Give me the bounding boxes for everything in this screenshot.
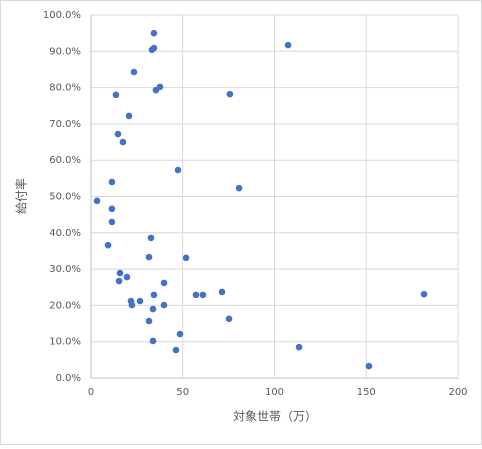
point [160, 279, 168, 287]
point [235, 184, 243, 192]
point [152, 86, 160, 94]
x-tick-label: 100 [265, 387, 284, 398]
point [218, 288, 226, 296]
point [295, 343, 303, 351]
point [125, 112, 133, 120]
point [174, 166, 182, 174]
point [150, 44, 158, 52]
y-tick-label: 30.0% [49, 264, 81, 275]
y-tick-label: 0.0% [56, 373, 81, 384]
point [225, 315, 233, 323]
point [116, 269, 124, 277]
point [130, 68, 138, 76]
y-tick-label: 60.0% [49, 155, 81, 166]
point [226, 90, 234, 98]
point [93, 197, 101, 205]
y-axis-title: 給付率 [14, 178, 29, 214]
point [160, 301, 168, 309]
point [420, 290, 428, 298]
point [150, 29, 158, 37]
point [147, 234, 155, 242]
point [114, 130, 122, 138]
point [108, 205, 116, 213]
y-tick-label: 70.0% [49, 119, 81, 130]
point [104, 241, 112, 249]
y-tick-label: 50.0% [49, 192, 81, 203]
y-tick-label: 10.0% [49, 337, 81, 348]
y-tick-label: 80.0% [49, 83, 81, 94]
point [108, 218, 116, 226]
point [150, 291, 158, 299]
point [182, 254, 190, 262]
x-axis-title: 対象世帯（万） [233, 410, 317, 424]
y-tick-label: 90.0% [49, 46, 81, 57]
x-tick-label: 50 [176, 387, 189, 398]
point [199, 291, 207, 299]
point [365, 362, 373, 370]
y-tick-label: 40.0% [49, 228, 81, 239]
y-tick-label: 20.0% [49, 300, 81, 311]
point [149, 305, 157, 313]
point [149, 337, 157, 345]
point [115, 277, 123, 285]
y-tick-label: 100.0% [43, 10, 81, 21]
point [112, 91, 120, 99]
point [145, 253, 153, 261]
point [145, 317, 153, 325]
point [172, 346, 180, 354]
point [108, 178, 116, 186]
point [128, 301, 136, 309]
x-tick-label: 150 [357, 387, 376, 398]
x-tick-label: 0 [88, 387, 94, 398]
point [176, 330, 184, 338]
point [192, 291, 200, 299]
point [284, 41, 292, 49]
point [136, 297, 144, 305]
x-tick-label: 200 [448, 387, 467, 398]
point [123, 273, 131, 281]
point [119, 138, 127, 146]
